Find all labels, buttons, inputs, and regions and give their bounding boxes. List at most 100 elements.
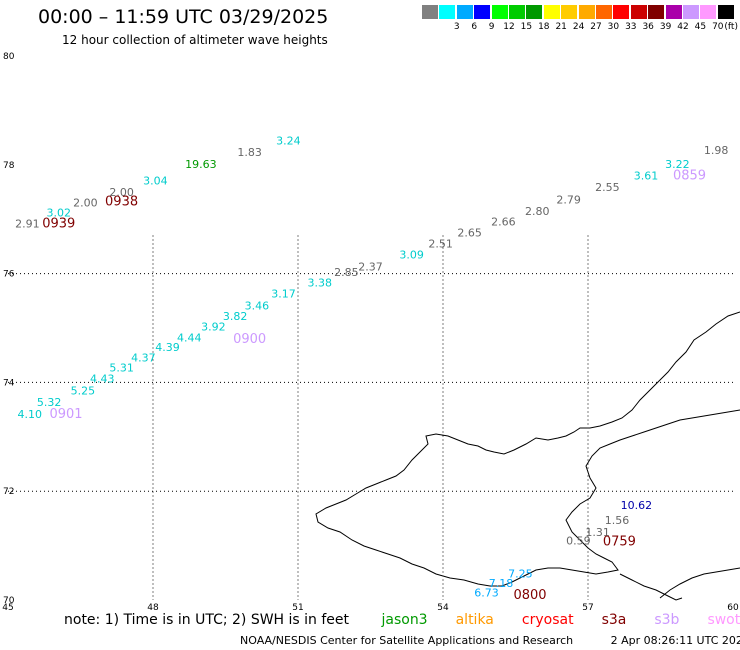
map-subtitle: 12 hour collection of altimeter wave hei… [62, 33, 328, 47]
swh-value: 0.59 [566, 535, 591, 548]
footer: NOAA/NESDIS Center for Satellite Applica… [240, 634, 740, 647]
swh-value: 4.37 [131, 352, 156, 365]
legend-swatch [596, 5, 612, 19]
swh-observations: 2.913.022.002.003.0419.631.833.244.105.3… [15, 135, 728, 600]
swh-value: 2.80 [525, 205, 550, 218]
legend-tick-label: 24 [572, 22, 585, 32]
swh-value: 3.61 [634, 169, 659, 182]
swh-value: 3.09 [399, 248, 424, 261]
swh-value: 1.83 [237, 146, 262, 159]
legend-swatch [439, 5, 456, 19]
swh-value: 2.55 [595, 181, 620, 194]
legend-tick-label: 33 [625, 22, 637, 32]
legend-unit: (ft) [724, 22, 738, 32]
legend-swatch [683, 5, 699, 19]
footer-timestamp: 2 Apr 08:26:11 UTC 2025 [610, 634, 740, 647]
legend-swatch [491, 5, 508, 19]
legend-swatch [717, 5, 734, 19]
novaya-zemlya-coastline [315, 311, 740, 587]
swh-value: 3.92 [201, 321, 226, 334]
pass-time: 0901 [49, 407, 82, 422]
axis-labels: 45 48 51 54 57 60 70 72 74 76 78 80 [2, 52, 739, 613]
satellite-jason3: jason3 [381, 612, 428, 628]
legend-tick-label: 36 [642, 22, 654, 32]
lat-tick-label: 80 [3, 52, 15, 62]
lon-tick-label: 57 [582, 603, 593, 613]
lon-tick-label: 45 [2, 603, 13, 613]
swh-value: 1.56 [605, 514, 630, 527]
legend-swatch [578, 5, 595, 19]
swh-value: 3.24 [276, 135, 301, 148]
swh-value: 7.18 [489, 577, 514, 590]
swh-value: 3.38 [308, 277, 333, 290]
satellite-s3a: s3a [601, 612, 627, 628]
swh-value: 3.46 [245, 300, 270, 313]
pass-time: 0759 [603, 535, 636, 550]
legend-tick-label: 12 [503, 22, 515, 32]
swh-value: 2.65 [457, 227, 482, 240]
legend-tick-label: 18 [538, 22, 550, 32]
lon-tick-label: 48 [147, 603, 159, 613]
satellite-cryosat: cryosat [521, 612, 574, 628]
swh-value: 2.79 [556, 193, 581, 206]
note-line: note: 1) Time is in UTC; 2) SWH is in fe… [64, 612, 740, 628]
swh-value: 7.25 [508, 568, 533, 581]
legend-tick-label: 9 [488, 22, 495, 32]
swh-value: 19.63 [185, 158, 217, 171]
lon-tick-label: 51 [292, 603, 303, 613]
legend-tick-label: 39 [659, 22, 672, 32]
mainland-coast [659, 567, 740, 599]
swh-value: 4.10 [18, 408, 43, 421]
lon-tick-label: 54 [437, 603, 449, 613]
satellite-swot: swot [707, 612, 740, 628]
satellite-s3b: s3b [654, 612, 680, 628]
legend-swatch [543, 5, 560, 19]
land-mass [315, 311, 740, 601]
legend-swatch [422, 5, 438, 19]
lat-tick-label: 70 [3, 596, 15, 606]
pass-time: 0800 [513, 588, 546, 603]
legend-swatch [509, 5, 525, 19]
legend-swatch [665, 5, 682, 19]
swh-value: 5.31 [109, 362, 134, 375]
legend-tick-label: 70 [712, 22, 724, 32]
swh-value: 3.82 [223, 310, 248, 323]
legend-tick-label: 21 [555, 22, 567, 32]
lat-tick-label: 72 [3, 487, 14, 497]
swh-value: 10.62 [621, 499, 653, 512]
legend-tick-label: 6 [471, 22, 478, 32]
swh-value: 2.66 [491, 216, 516, 229]
lat-tick-label: 74 [3, 378, 15, 388]
lat-tick-label: 78 [3, 161, 15, 171]
swh-value: 5.25 [71, 384, 96, 397]
satellite-altika: altika [455, 612, 494, 628]
legend-swatch [630, 5, 647, 19]
legend-swatch [700, 5, 717, 19]
swh-value: 1.31 [585, 526, 610, 539]
legend-swatch [474, 5, 491, 19]
swh-value: 3.02 [47, 206, 72, 219]
legend-tick-label: 30 [607, 22, 620, 32]
legend-swatch [648, 5, 665, 19]
legend-tick-label: 27 [590, 22, 602, 32]
satellite-key: jason3 altika cryosat s3a s3b swot [353, 612, 740, 628]
pass-time: 0859 [673, 168, 706, 183]
legend-swatch [613, 5, 630, 19]
legend-tick-label: 3 [453, 22, 460, 32]
legend-swatch [456, 5, 473, 19]
lon-tick-label: 60 [727, 603, 739, 613]
swh-value: 5.32 [37, 396, 62, 409]
swh-value: 2.00 [109, 186, 134, 199]
swh-value: 4.39 [155, 341, 180, 354]
swh-value: 2.37 [358, 260, 383, 273]
swh-value: 6.73 [474, 587, 499, 600]
swh-value: 2.91 [15, 217, 40, 230]
pass-time: 0939 [42, 216, 75, 231]
lat-lon-gridlines [8, 235, 733, 600]
pass-time: 0938 [105, 195, 138, 210]
swh-value: 2.00 [73, 197, 98, 210]
swh-value: 3.04 [143, 174, 168, 187]
swh-value: 2.51 [428, 237, 453, 250]
legend-tick-label: 45 [694, 22, 707, 32]
